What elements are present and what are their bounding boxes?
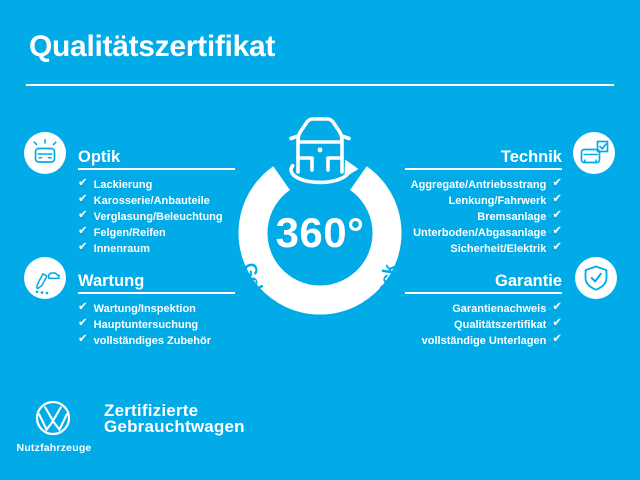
check-icon: ✔: [78, 333, 88, 346]
shield-check-icon: [584, 265, 608, 291]
rotation-arrow-icon: [289, 163, 351, 185]
list-item-label: Felgen/Reifen: [93, 227, 166, 239]
list-item-label: Verglasung/Beleuchtung: [93, 211, 223, 223]
check-icon: ✔: [78, 301, 88, 314]
check-icon: ✔: [78, 317, 88, 330]
list-item: Aggregate/Antriebsstrang ✔: [405, 177, 562, 193]
check-icon: ✔: [78, 225, 88, 238]
list-item: ✔ Verglasung/Beleuchtung: [78, 209, 235, 225]
list-item: ✔ Innenraum: [78, 241, 235, 257]
check-icon: ✔: [552, 193, 562, 206]
check-icon: ✔: [552, 225, 562, 238]
page-title: Qualitätszertifikat: [29, 30, 276, 63]
list-item-label: Unterboden/Abgasanlage: [413, 227, 547, 239]
technik-badge: [573, 132, 615, 174]
list-item: ✔ Wartung/Inspektion: [78, 301, 235, 317]
check-icon: ✔: [78, 241, 88, 254]
car-shine-icon: [33, 139, 57, 163]
list-item: vollständige Unterlagen ✔: [405, 333, 562, 349]
check-icon: ✔: [552, 317, 562, 330]
title-divider: [26, 84, 614, 86]
list-item: Sicherheit/Elektrik ✔: [405, 241, 562, 257]
list-item: ✔ Hauptuntersuchung: [78, 317, 235, 333]
section-optik-title: Optik: [78, 148, 121, 166]
section-garantie-underline: [405, 292, 562, 294]
van-360-icon: [289, 117, 359, 185]
pencil-car-icon: [35, 272, 60, 295]
tagline: Zertifizierte Gebrauchtwagen: [104, 401, 245, 436]
vw-logo-icon: [35, 400, 71, 436]
tagline-line1: Zertifizierte: [104, 401, 199, 420]
list-item: ✔ vollständiges Zubehör: [78, 333, 235, 349]
list-item-label: Lackierung: [93, 179, 153, 191]
optik-badge: [24, 132, 66, 174]
check-icon: ✔: [78, 209, 88, 222]
section-optik: Optik ✔ Lackierung ✔ Karosserie/Anbauteile…: [78, 146, 235, 257]
list-item-label: Bremsanlage: [477, 211, 547, 223]
check-icon: ✔: [552, 301, 562, 314]
section-wartung-title: Wartung: [78, 272, 145, 290]
list-item-label: Sicherheit/Elektrik: [450, 243, 547, 255]
list-item-label: Qualitätszertifikat: [454, 319, 547, 331]
list-item-label: Lenkung/Fahrwerk: [448, 195, 547, 207]
brand-sub-label: Nutzfahrzeuge: [16, 442, 92, 454]
check-icon: ✔: [78, 177, 88, 190]
list-item-label: Innenraum: [93, 243, 150, 255]
section-technik-underline: [405, 168, 562, 170]
garantie-badge: [575, 257, 617, 299]
check-icon: ✔: [78, 193, 88, 206]
list-item: ✔ Lackierung: [78, 177, 235, 193]
car-checkbox-icon: [580, 140, 609, 164]
section-technik: Technik Aggregate/Antriebsstrang ✔ Lenkun…: [405, 146, 562, 257]
wartung-badge: [24, 257, 66, 299]
list-item-label: Hauptuntersuchung: [93, 319, 199, 331]
ring-label: Gebrauchtwagen-Check: [240, 261, 400, 339]
list-item: ✔ Karosserie/Anbauteile: [78, 193, 235, 209]
tagline-line2: Gebrauchtwagen: [104, 417, 245, 436]
ring: [238, 166, 402, 315]
list-item-label: Karosserie/Anbauteile: [93, 195, 210, 207]
list-item: Unterboden/Abgasanlage ✔: [405, 225, 562, 241]
section-garantie: Garantie Garantienachweis ✔ Qualitätszert…: [405, 270, 562, 349]
rotation-arrowhead: [344, 159, 359, 178]
section-wartung: Wartung ✔ Wartung/Inspektion ✔ Hauptunters…: [78, 270, 235, 349]
check-icon: ✔: [552, 177, 562, 190]
list-item-label: Aggregate/Antriebsstrang: [410, 179, 547, 191]
check-icon: ✔: [552, 333, 562, 346]
list-item-label: Wartung/Inspektion: [93, 303, 196, 315]
degrees-label: 360°: [276, 209, 365, 256]
list-item: ✔ Felgen/Reifen: [78, 225, 235, 241]
section-optik-underline: [78, 168, 235, 170]
list-item: Lenkung/Fahrwerk ✔: [405, 193, 562, 209]
section-wartung-underline: [78, 292, 235, 294]
check-icon: ✔: [552, 209, 562, 222]
list-item-label: vollständiges Zubehör: [93, 335, 211, 347]
list-item: Bremsanlage ✔: [405, 209, 562, 225]
list-item-label: Garantienachweis: [452, 303, 547, 315]
section-technik-title: Technik: [500, 148, 562, 166]
section-garantie-title: Garantie: [495, 272, 562, 290]
list-item: Qualitätszertifikat ✔: [405, 317, 562, 333]
check-icon: ✔: [552, 241, 562, 254]
list-item: Garantienachweis ✔: [405, 301, 562, 317]
list-item-label: vollständige Unterlagen: [421, 335, 547, 347]
